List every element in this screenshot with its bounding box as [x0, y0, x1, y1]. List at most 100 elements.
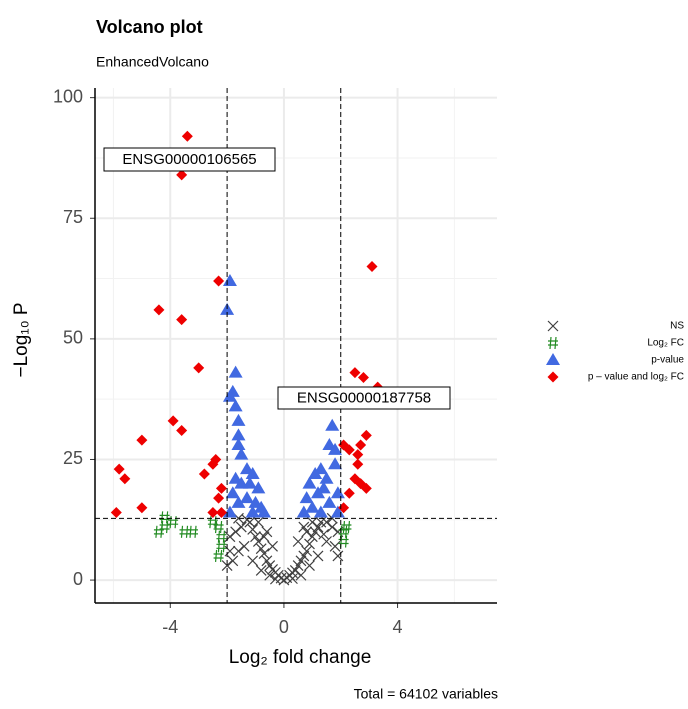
point: [298, 550, 310, 562]
point: [341, 520, 352, 534]
point: [213, 549, 224, 563]
point: [328, 442, 343, 455]
point: [258, 531, 270, 543]
point: [119, 473, 131, 485]
y-tick-label: 0: [73, 569, 83, 589]
point: [225, 486, 240, 499]
point: [242, 476, 257, 489]
point: [330, 486, 345, 499]
point: [228, 365, 243, 378]
chart-subtitle: EnhancedVolcano: [96, 54, 209, 70]
point: [360, 429, 372, 441]
point: [231, 438, 246, 451]
point: [231, 413, 246, 426]
point: [110, 507, 122, 519]
point: [231, 428, 246, 441]
point: [349, 367, 361, 379]
point: [315, 516, 327, 528]
point: [264, 569, 276, 581]
point: [352, 449, 364, 461]
point: [159, 520, 170, 534]
point: [298, 521, 310, 533]
point: [306, 531, 318, 543]
point: [233, 545, 244, 557]
point: [301, 526, 313, 538]
point: [343, 444, 355, 456]
point: [215, 482, 227, 494]
point: [247, 524, 259, 535]
point: [207, 458, 219, 470]
y-tick-label: 25: [63, 448, 83, 468]
point: [136, 434, 148, 446]
legend-label: Log₂ FC: [647, 338, 684, 349]
point: [304, 538, 315, 550]
point-label: ENSG00000106565: [122, 151, 256, 168]
point: [252, 516, 264, 528]
point: [321, 516, 332, 528]
point: [309, 526, 321, 538]
point: [289, 565, 301, 576]
x-axis-label: Log₂ fold change: [229, 647, 372, 668]
point: [302, 476, 317, 489]
legend-label: NS: [670, 321, 684, 332]
point: [239, 491, 254, 504]
point: [188, 525, 199, 538]
point: [295, 569, 307, 581]
point-label: ENSG00000187758: [297, 389, 431, 406]
point: [325, 418, 340, 431]
x-tick-label: 4: [393, 617, 403, 637]
point: [312, 521, 324, 533]
legend-symbol: [548, 336, 558, 350]
point: [295, 555, 307, 567]
point: [261, 555, 273, 567]
point: [234, 447, 249, 460]
point: [221, 560, 233, 572]
point: [136, 502, 148, 514]
label-box: [103, 147, 276, 172]
point: [292, 536, 304, 547]
point: [321, 536, 332, 547]
point: [332, 550, 344, 562]
point: [245, 466, 260, 479]
point: [267, 540, 278, 552]
point: [328, 457, 343, 470]
point: [355, 439, 367, 451]
point: [181, 130, 193, 142]
point: [245, 505, 260, 518]
legend-label: p – value and log₂ FC: [588, 372, 684, 383]
point: [235, 521, 247, 533]
point: [224, 531, 236, 543]
point: [176, 169, 188, 181]
point: [213, 275, 225, 287]
point: [329, 540, 341, 552]
point: [311, 486, 326, 499]
point: [299, 491, 314, 504]
point: [216, 530, 227, 543]
point: [306, 516, 318, 528]
point: [296, 505, 311, 518]
point: [338, 535, 349, 548]
point: [228, 399, 243, 412]
point: [222, 505, 237, 518]
point: [357, 371, 369, 383]
point: [213, 492, 225, 504]
point: [304, 560, 315, 572]
point: [168, 516, 179, 529]
point: [251, 481, 266, 494]
point: [213, 520, 224, 534]
point: [343, 487, 355, 499]
point: [318, 528, 330, 540]
point: [216, 540, 227, 553]
point: [305, 500, 320, 513]
point: [292, 560, 304, 572]
point: [322, 495, 337, 508]
point: [330, 505, 345, 518]
x-tick-label: 0: [279, 617, 289, 637]
point: [224, 545, 236, 557]
point: [222, 273, 237, 286]
point: [250, 531, 261, 543]
point: [222, 389, 237, 402]
legend-symbol: [547, 320, 559, 332]
point: [308, 466, 323, 479]
